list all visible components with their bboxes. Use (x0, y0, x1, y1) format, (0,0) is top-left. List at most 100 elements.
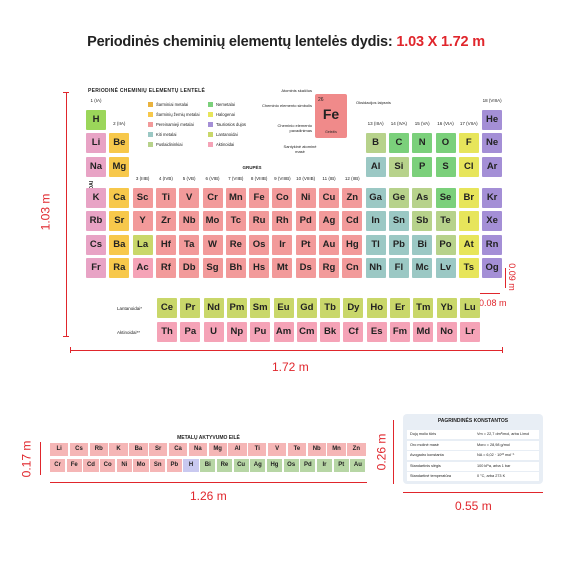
element-la: La (132, 234, 153, 255)
element-rf: Rf (155, 257, 176, 278)
element-symbol: Cr (207, 191, 218, 203)
activity-cell: Pt (333, 459, 349, 472)
element-db: Db (179, 257, 200, 278)
activity-cell: Mo (133, 459, 149, 472)
legend-swatch (148, 112, 153, 118)
height-dimension: 1.03 m (38, 193, 53, 231)
element-ba: Ba (109, 234, 130, 255)
element-nd: Nd (203, 298, 224, 318)
element-ir: Ir (272, 234, 293, 255)
element-zr: Zr (155, 211, 176, 232)
legend-label: Pereinamieji metalai (156, 122, 194, 127)
element-symbol: Fl (394, 261, 404, 273)
element-ra: Ra (109, 257, 130, 278)
element-ac: Ac (132, 257, 153, 278)
element-symbol: Hg (345, 238, 359, 250)
activity-cell: Cd (83, 459, 99, 472)
example-element-fe: 26 Fe Geležis (315, 94, 347, 138)
legend-item: Aktinoidai (208, 142, 235, 148)
element-symbol: Rn (485, 238, 499, 250)
element-f: F (458, 133, 479, 154)
element-symbol: C (395, 137, 403, 149)
element-te: Te (435, 211, 456, 232)
activity-cell: Sr (149, 443, 168, 456)
legend-label: Tauriosios dujos (216, 122, 247, 127)
group-header: 3 (IIIB) (135, 176, 150, 181)
element-symbol: Pu (254, 326, 267, 337)
element-n: N (412, 133, 433, 154)
element-symbol: N (418, 137, 426, 149)
constant-value: NA = 6,02 · 10²³ mol⁻¹ (477, 453, 515, 457)
legend-label: Halogenai (216, 112, 235, 117)
element-yb: Yb (436, 298, 457, 318)
element-symbol: Np (230, 326, 244, 337)
element-cr: Cr (202, 187, 223, 208)
element-ge: Ge (388, 187, 409, 208)
constant-value: Vm = 22,7 dm³/mol, arba L/mol (477, 432, 530, 436)
element-se: Se (435, 187, 456, 208)
element-ar: Ar (482, 156, 503, 177)
element-sb: Sb (412, 211, 433, 232)
element-symbol: Eu (277, 302, 290, 313)
element-np: Np (226, 322, 247, 342)
activity-height-dimension: 0.17 m (19, 440, 34, 478)
activity-cell: Mg (208, 443, 227, 456)
group-header: 10 (VIIIB) (296, 176, 316, 181)
height-dimension-line (66, 92, 67, 336)
element-h: H (86, 110, 106, 130)
element-u: U (203, 322, 224, 342)
element-kr: Kr (482, 187, 503, 208)
element-y: Y (132, 211, 153, 232)
element-symbol: Pt (300, 238, 311, 250)
element-cf: Cf (343, 322, 364, 342)
element-symbol: Pb (392, 238, 405, 250)
element-co: Co (272, 187, 293, 208)
element-cm: Cm (296, 322, 317, 342)
element-symbol: Pr (185, 302, 196, 313)
element-symbol: H (92, 114, 100, 125)
element-al: Al (365, 156, 386, 177)
activity-cell: Mn (327, 443, 346, 456)
element-mc: Mc (412, 257, 433, 278)
element-symbol: Mo (205, 215, 220, 227)
element-ag: Ag (319, 211, 339, 232)
element-eu: Eu (273, 298, 294, 318)
legend-label: Puslaidininkiai (156, 142, 183, 147)
width-dimension: 1.72 m (272, 360, 309, 374)
constants-height-dimension: 0.26 m (374, 433, 389, 471)
element-sc: Sc (132, 187, 153, 208)
element-symbol: Ra (113, 261, 126, 273)
legend-item: Halogenai (208, 112, 235, 118)
legend-swatch (208, 102, 213, 108)
element-ru: Ru (249, 211, 270, 232)
group-header: 14 (IVA) (390, 121, 407, 126)
legend-label: Šarminių žemių metalai (156, 112, 200, 117)
element-symbol: Gd (300, 302, 314, 313)
activity-cell: Ba (129, 443, 148, 456)
constant-row: Avogadro konstanta NA = 6,02 · 10²³ mol⁻¹ (407, 451, 539, 460)
element-pr: Pr (180, 298, 201, 318)
element-symbol: Bi (417, 238, 427, 250)
element-rb: Rb (86, 211, 106, 232)
element-cl: Cl (458, 156, 479, 177)
groups-label: GRUPĖS (242, 165, 262, 170)
group-header: 2 (IIA) (113, 121, 126, 126)
element-symbol: In (371, 215, 380, 227)
legend-item: Puslaidininkiai (148, 142, 183, 148)
activity-cell: K (109, 443, 128, 456)
element-pu: Pu (250, 322, 271, 342)
legend-label: Aktinoidai (216, 142, 235, 147)
element-symbol: Ru (252, 215, 266, 227)
element-symbol: Ti (161, 191, 171, 203)
legend-item: Pereinamieji metalai (148, 122, 194, 128)
activity-cell: Cs (69, 443, 89, 456)
element-p: P (412, 156, 433, 177)
element-b: B (365, 133, 386, 154)
element-symbol: B (372, 137, 380, 149)
activity-cell: Cr (50, 459, 66, 472)
element-lv: Lv (435, 257, 456, 278)
element-os: Os (249, 234, 270, 255)
element-cn: Cn (342, 257, 363, 278)
element-fe: Fe (249, 187, 270, 208)
element-nb: Nb (179, 211, 200, 232)
